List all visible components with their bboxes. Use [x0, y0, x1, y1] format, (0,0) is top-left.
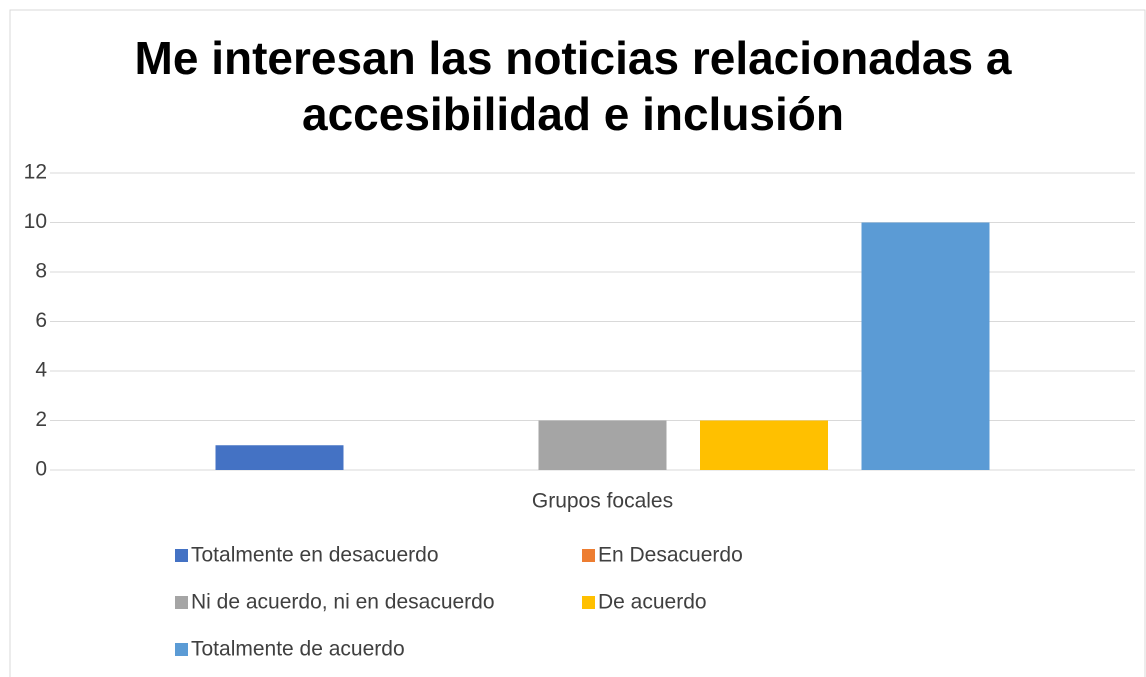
- legend-swatch: [175, 643, 188, 656]
- legend-label: Totalmente de acuerdo: [191, 638, 405, 661]
- y-tick-label: 6: [35, 309, 47, 332]
- legend-swatch: [175, 549, 188, 562]
- y-tick-label: 10: [24, 210, 47, 233]
- bar: [215, 445, 344, 470]
- legend-swatch: [582, 596, 595, 609]
- legend-swatch: [582, 549, 595, 562]
- y-tick-label: 12: [24, 161, 47, 184]
- x-tick-label: Grupos focales: [532, 490, 673, 513]
- legend-label: Totalmente en desacuerdo: [191, 544, 439, 567]
- y-tick-label: 4: [35, 359, 47, 382]
- legend-label: Ni de acuerdo, ni en desacuerdo: [191, 591, 495, 614]
- legend-label: En Desacuerdo: [598, 544, 743, 567]
- y-tick-label: 8: [35, 260, 47, 283]
- y-tick-label: 0: [35, 458, 47, 481]
- legend-label: De acuerdo: [598, 591, 707, 614]
- chart-title: Me interesan las noticias relacionadas a…: [134, 32, 1012, 140]
- bar: [861, 222, 990, 470]
- bar: [538, 420, 667, 470]
- bar: [700, 420, 828, 470]
- y-tick-label: 2: [35, 408, 47, 431]
- chart-border: [9, 9, 1146, 677]
- legend-swatch: [175, 596, 188, 609]
